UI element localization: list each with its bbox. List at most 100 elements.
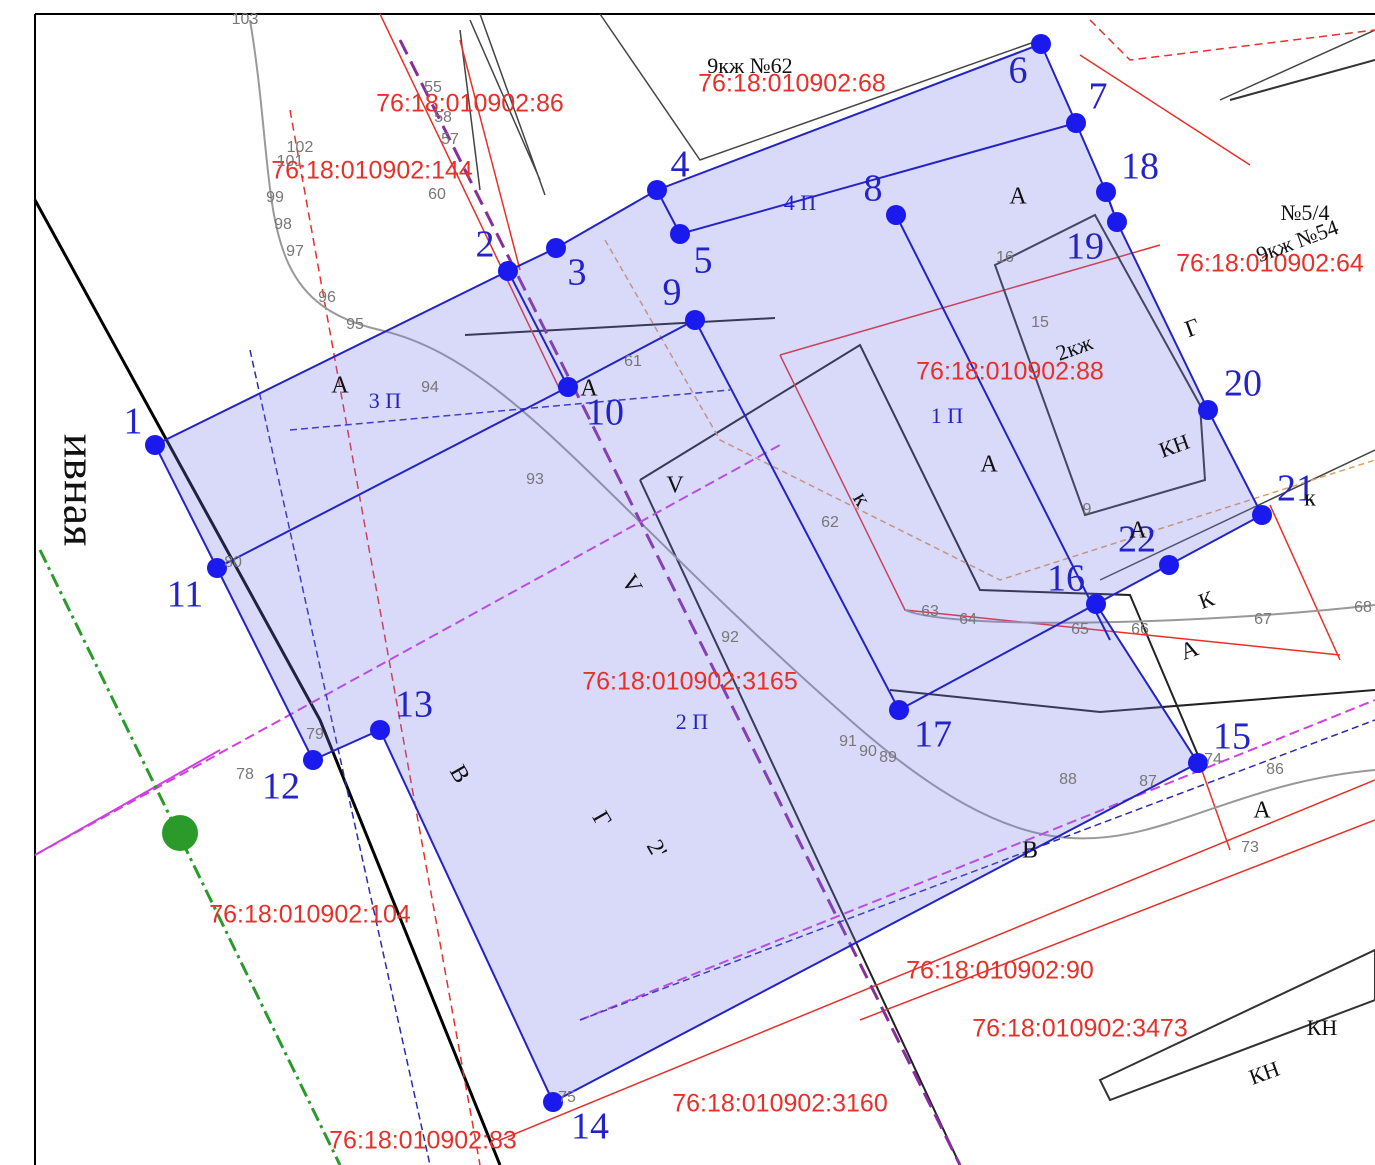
survey-number: 93 bbox=[526, 471, 544, 488]
survey-number: 79 bbox=[306, 726, 324, 743]
zone-label: 2 П bbox=[676, 709, 709, 734]
point-marker bbox=[1086, 594, 1106, 614]
survey-number: 67 bbox=[1254, 611, 1272, 628]
cadastral-number: 76:18:010902:86 bbox=[376, 90, 564, 118]
point-marker bbox=[1252, 505, 1272, 525]
zone-label: 4 П bbox=[784, 190, 817, 215]
point-label: 6 bbox=[1009, 50, 1028, 92]
point-marker bbox=[685, 310, 705, 330]
cadastral-number: 76:18:010902:88 bbox=[916, 358, 1104, 386]
survey-number: 86 bbox=[1266, 761, 1284, 778]
line-letter: А bbox=[1129, 518, 1147, 544]
point-marker bbox=[647, 180, 667, 200]
point-marker bbox=[1107, 212, 1127, 232]
point-label: 7 bbox=[1089, 76, 1108, 118]
point-label: 5 bbox=[694, 240, 713, 282]
line-letter: В bbox=[1022, 838, 1038, 864]
line-letter: к bbox=[1304, 486, 1316, 512]
survey-number: 9 bbox=[1083, 501, 1092, 518]
survey-number: 95 bbox=[346, 316, 364, 333]
survey-number: 64 bbox=[959, 611, 977, 628]
point-label: 3 bbox=[568, 252, 587, 294]
line-letter: V bbox=[666, 473, 684, 499]
survey-number: 60 bbox=[428, 186, 446, 203]
point-label: 9 bbox=[663, 272, 682, 314]
survey-number: 88 bbox=[1059, 771, 1077, 788]
point-marker bbox=[670, 224, 690, 244]
survey-number: 62 bbox=[821, 514, 839, 531]
point-marker bbox=[889, 700, 909, 720]
survey-number: 16 bbox=[996, 249, 1014, 266]
cadastral-number: 76:18:010902:90 bbox=[906, 957, 1094, 985]
survey-number: 74 bbox=[1204, 751, 1222, 768]
point-marker bbox=[1031, 34, 1051, 54]
survey-number: 92 bbox=[721, 629, 739, 646]
survey-number: 65 bbox=[1071, 621, 1089, 638]
map-label: ивная bbox=[54, 434, 105, 547]
survey-number: 15 bbox=[1031, 314, 1049, 331]
zone-label: 3 П bbox=[369, 388, 402, 413]
survey-number: 89 bbox=[879, 749, 897, 766]
survey-number: 98 bbox=[274, 216, 292, 233]
point-marker bbox=[1198, 400, 1218, 420]
point-label: 20 bbox=[1224, 363, 1262, 405]
survey-number: 57 bbox=[441, 131, 459, 148]
point-marker bbox=[145, 435, 165, 455]
survey-number: 61 bbox=[624, 353, 642, 370]
point-label: 1 bbox=[124, 401, 143, 443]
cadastral-number: 76:18:010902:3160 bbox=[672, 1090, 888, 1118]
line-letter: А bbox=[1253, 798, 1271, 824]
point-label: 14 bbox=[571, 1106, 609, 1148]
survey-number: 75 bbox=[558, 1089, 576, 1106]
line-letter: А bbox=[580, 376, 598, 402]
map-label: 9кж №62 bbox=[707, 53, 792, 78]
point-marker bbox=[886, 205, 906, 225]
point-label: 16 bbox=[1047, 558, 1085, 600]
line-letter: А bbox=[331, 373, 349, 399]
point-label: 11 bbox=[167, 574, 204, 616]
map-label: КН bbox=[1246, 1056, 1283, 1090]
survey-number: 73 bbox=[1241, 839, 1259, 856]
survey-number: 96 bbox=[318, 289, 336, 306]
survey-number: 66 bbox=[1131, 621, 1149, 638]
point-label: 17 bbox=[914, 714, 952, 756]
point-label: 2 bbox=[476, 224, 495, 266]
cadastral-number: 76:18:010902:104 bbox=[209, 901, 411, 929]
green-marker bbox=[162, 815, 198, 851]
survey-number: 90 bbox=[859, 743, 877, 760]
point-label: 12 bbox=[262, 766, 300, 808]
survey-number: 68 bbox=[1354, 599, 1372, 616]
survey-number: 87 bbox=[1139, 773, 1157, 790]
map: 76:18:010902:8676:18:010902:6876:18:0109… bbox=[0, 0, 1375, 1165]
point-marker bbox=[546, 238, 566, 258]
map-label: КН bbox=[1307, 1015, 1338, 1040]
point-label: 4 bbox=[671, 144, 690, 186]
plot-area bbox=[155, 44, 1262, 1102]
survey-number: 99 bbox=[266, 189, 284, 206]
line-letter: А bbox=[1009, 184, 1027, 210]
point-marker bbox=[303, 750, 323, 770]
zone-label: 1 П bbox=[931, 403, 964, 428]
survey-number: 97 bbox=[286, 243, 304, 260]
point-marker bbox=[1066, 113, 1086, 133]
survey-number: 101 bbox=[277, 153, 304, 170]
survey-number: 63 bbox=[921, 603, 939, 620]
survey-number: 55 bbox=[424, 79, 442, 96]
point-label: 18 bbox=[1121, 146, 1159, 188]
point-label: 13 bbox=[395, 684, 433, 726]
line-letter: А bbox=[980, 452, 998, 478]
point-marker bbox=[558, 377, 578, 397]
point-marker bbox=[498, 261, 518, 281]
survey-number: 78 bbox=[236, 766, 254, 783]
survey-number: 94 bbox=[421, 379, 439, 396]
point-marker bbox=[1096, 182, 1116, 202]
survey-number: 91 bbox=[839, 733, 857, 750]
point-label: 19 bbox=[1066, 226, 1104, 268]
survey-number: 103 bbox=[232, 11, 259, 28]
cadastral-number: 76:18:010902:3473 bbox=[972, 1015, 1188, 1043]
survey-number: 80 bbox=[224, 554, 242, 571]
point-marker bbox=[370, 720, 390, 740]
map-label: К bbox=[1195, 585, 1218, 614]
line-letter: Г bbox=[1182, 314, 1204, 343]
cadastral-number: 76:18:010902:83 bbox=[329, 1127, 517, 1155]
